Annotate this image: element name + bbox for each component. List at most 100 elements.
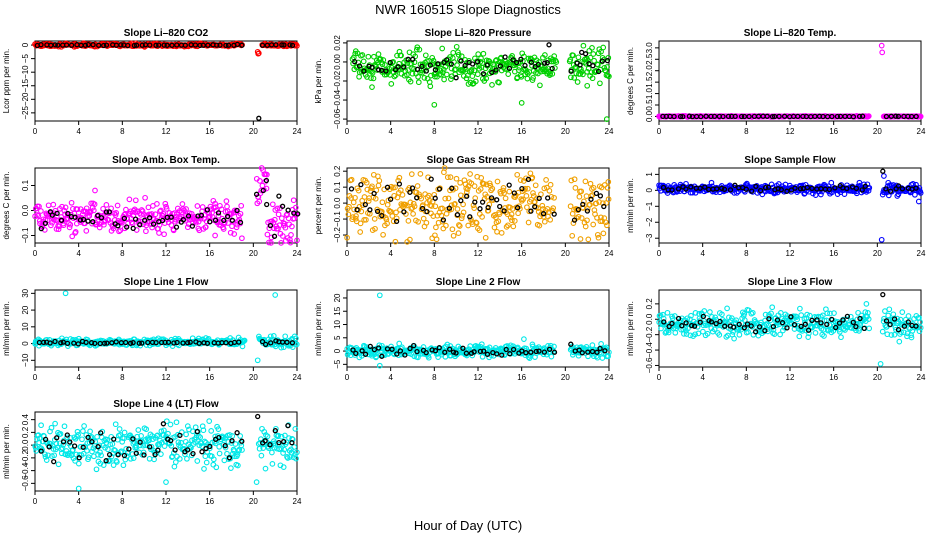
data-point (449, 185, 455, 191)
data-point (100, 205, 106, 212)
data-point (784, 325, 790, 331)
data-point (223, 340, 229, 346)
data-point (511, 218, 518, 224)
data-point (174, 339, 180, 346)
data-point (103, 209, 110, 215)
data-point (284, 339, 290, 345)
data-point (375, 182, 382, 189)
data-point (365, 198, 372, 204)
data-point (590, 63, 596, 69)
data-point (915, 198, 922, 205)
data-point (438, 212, 445, 219)
data-point (396, 340, 403, 347)
x-tick-label: 12 (162, 373, 171, 382)
data-point (68, 211, 74, 218)
data-point (110, 462, 117, 468)
data-point (231, 231, 238, 237)
data-point (458, 197, 464, 204)
data-point (154, 432, 161, 439)
data-point (395, 66, 402, 73)
data-point (104, 436, 111, 443)
data-point (92, 340, 98, 347)
data-point (587, 180, 594, 187)
data-point (519, 348, 525, 354)
y-tick-label: 20 (333, 293, 342, 302)
data-point (259, 42, 266, 48)
data-point (522, 185, 528, 192)
data-point (389, 59, 396, 66)
data-point (505, 71, 512, 77)
data-point (135, 427, 142, 433)
data-point (432, 195, 438, 201)
data-point (543, 177, 549, 183)
data-point (207, 219, 213, 225)
chart-title: Slope Li–820 Pressure (425, 28, 532, 39)
data-point (222, 444, 229, 451)
data-point (568, 177, 575, 184)
data-point (407, 236, 413, 243)
data-point (916, 185, 923, 191)
data-point (393, 218, 400, 225)
data-point (600, 44, 607, 51)
data-point (901, 323, 908, 329)
data-point (731, 324, 737, 330)
data-point (352, 50, 359, 57)
x-tick-label: 0 (345, 249, 350, 258)
chart-title: Slope Line 3 Flow (748, 277, 833, 288)
data-point (525, 219, 532, 226)
y-tick-label: −25 (21, 106, 30, 120)
data-point (514, 205, 521, 211)
data-point (913, 185, 919, 191)
data-point (661, 319, 667, 325)
data-point (486, 201, 493, 208)
data-point (547, 181, 554, 188)
data-point (114, 202, 121, 209)
data-point (200, 427, 207, 434)
data-point (58, 217, 65, 223)
chart-title: Slope Amb. Box Temp. (112, 155, 220, 166)
data-point (254, 357, 261, 364)
data-point (496, 79, 502, 86)
data-point (369, 183, 375, 190)
data-point (428, 176, 434, 182)
data-point (126, 446, 132, 452)
data-point (446, 205, 452, 211)
data-point (411, 65, 417, 72)
data-point (850, 319, 856, 326)
data-point (215, 210, 222, 216)
data-point (362, 351, 369, 357)
data-point (594, 231, 601, 238)
data-point (184, 423, 191, 429)
data-point (515, 210, 521, 217)
data-point (499, 352, 505, 358)
series-averages (661, 291, 919, 335)
data-point (384, 220, 390, 227)
data-point (689, 322, 695, 329)
data-point (572, 185, 579, 191)
data-point (415, 79, 422, 86)
data-point (489, 82, 495, 88)
data-point (762, 327, 768, 334)
data-point (883, 186, 889, 192)
data-point (137, 222, 143, 228)
data-point (462, 62, 468, 69)
data-point (95, 444, 101, 450)
y-tick-label: 1.5 (645, 76, 654, 88)
data-point (387, 59, 393, 66)
y-tick-label: −2 (645, 217, 654, 227)
data-point (75, 485, 82, 492)
data-point (58, 214, 65, 220)
data-point (171, 463, 178, 470)
data-point (591, 57, 597, 64)
data-point (224, 203, 230, 210)
data-point (526, 355, 533, 361)
data-point (83, 339, 89, 346)
data-point (153, 339, 159, 346)
data-point (508, 211, 515, 218)
data-point (369, 69, 376, 76)
x-tick-label: 8 (120, 373, 125, 382)
data-point (271, 216, 278, 223)
data-point (153, 217, 160, 224)
data-point (200, 42, 206, 48)
y-tick-label: 1.0 (645, 87, 654, 99)
